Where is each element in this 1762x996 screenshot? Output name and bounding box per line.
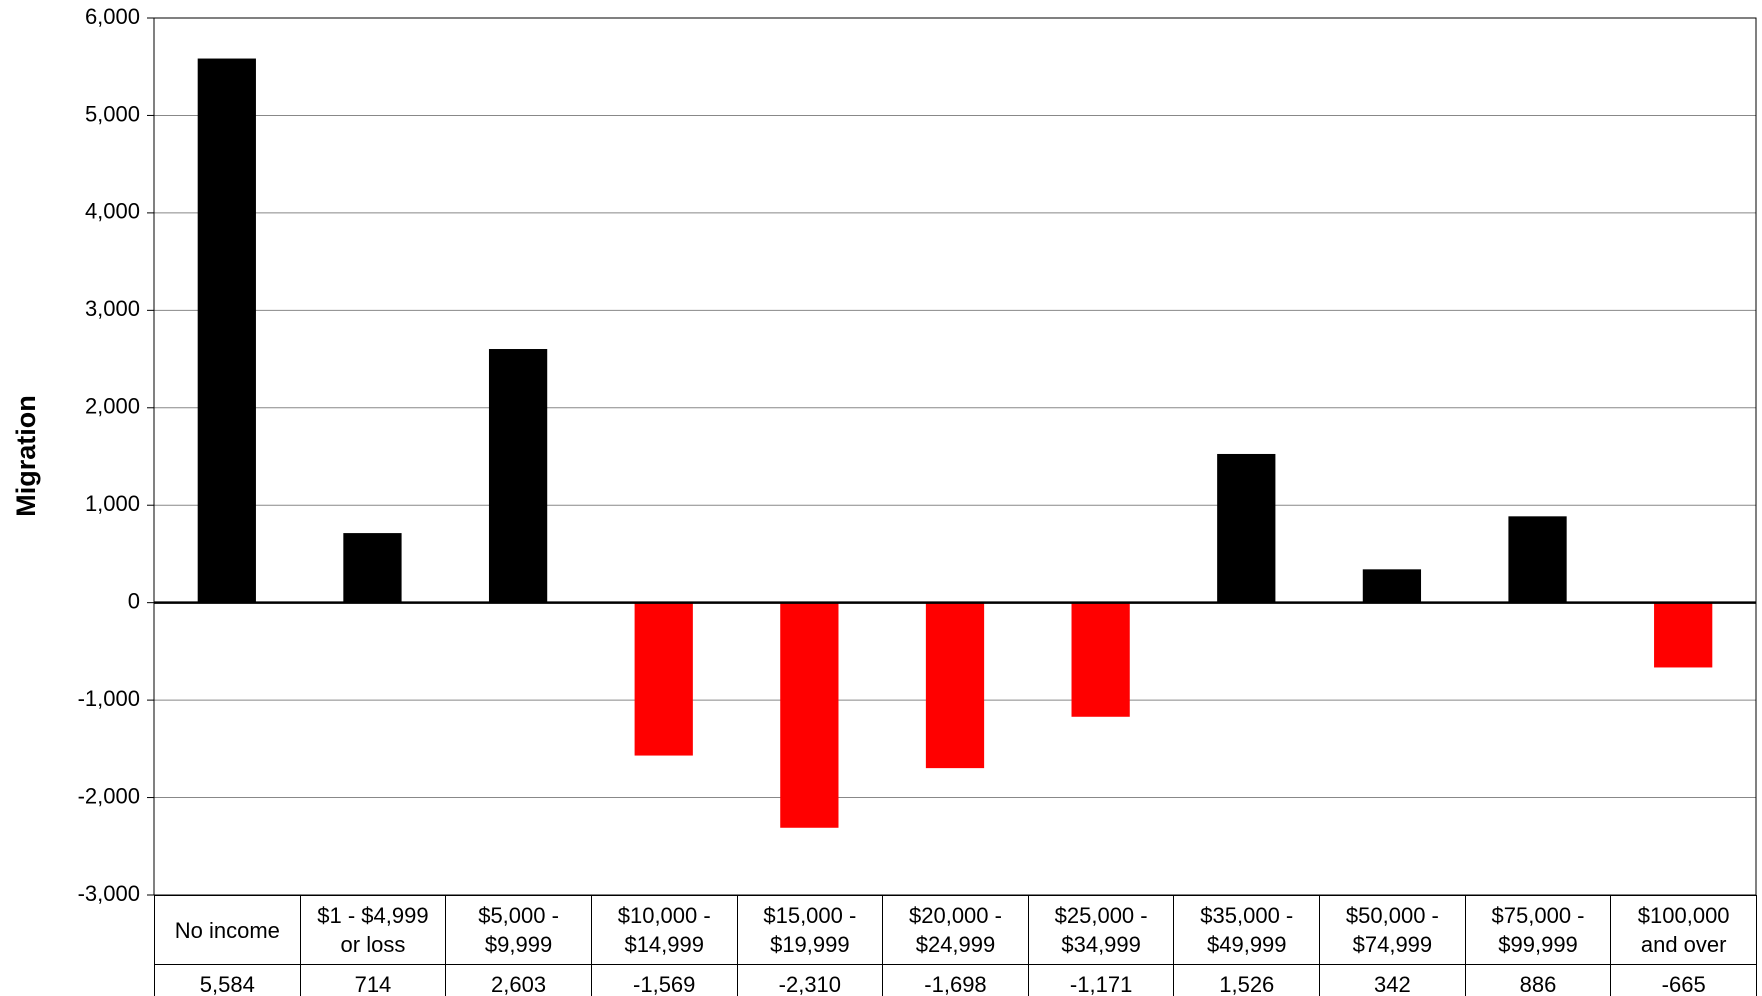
- value-cell: 886: [1464, 964, 1612, 996]
- bar: [1654, 602, 1713, 668]
- bar: [1508, 516, 1567, 603]
- y-tick-label: -3,000: [78, 881, 140, 906]
- value-cell: -665: [1610, 964, 1757, 996]
- value-cell: 1,526: [1173, 964, 1321, 996]
- value-cell: 5,584: [154, 964, 301, 996]
- value-cell: 2,603: [445, 964, 592, 996]
- value-cell: -1,569: [590, 964, 738, 996]
- category-cell: $15,000 - $19,999: [736, 895, 884, 965]
- y-tick-label: 2,000: [85, 394, 140, 419]
- category-cell: $25,000 - $34,999: [1027, 895, 1175, 965]
- bar: [197, 58, 256, 603]
- y-tick-label: -1,000: [78, 686, 140, 711]
- category-cell: $5,000 - $9,999: [445, 895, 592, 965]
- y-tick-label: 3,000: [85, 296, 140, 321]
- bar: [1071, 602, 1130, 717]
- category-cell: $100,000 and over: [1610, 895, 1757, 965]
- value-cell: -1,698: [882, 964, 1029, 996]
- y-tick-label: -2,000: [78, 783, 140, 808]
- category-cell: $10,000 - $14,999: [590, 895, 738, 965]
- bar: [925, 602, 985, 769]
- category-cell: $1 - $4,999 or loss: [299, 895, 447, 965]
- y-tick-label: 0: [128, 588, 140, 613]
- value-cell: -1,171: [1027, 964, 1175, 996]
- bar: [488, 349, 548, 603]
- bar: [343, 533, 402, 603]
- bar: [1217, 453, 1276, 603]
- bar: [780, 602, 839, 828]
- category-cell: No income: [154, 895, 301, 965]
- y-tick-label: 4,000: [85, 199, 140, 224]
- category-cell: $35,000 - $49,999: [1173, 895, 1321, 965]
- category-cell: $75,000 - $99,999: [1464, 895, 1612, 965]
- y-axis-label: Migration: [11, 395, 41, 517]
- value-cell: 342: [1319, 964, 1466, 996]
- value-cell: -2,310: [736, 964, 884, 996]
- bar: [634, 602, 693, 756]
- y-tick-label: 5,000: [85, 101, 140, 126]
- category-cell: $20,000 - $24,999: [882, 895, 1029, 965]
- y-tick-label: 6,000: [85, 4, 140, 29]
- value-cell: 714: [299, 964, 447, 996]
- category-cell: $50,000 - $74,999: [1319, 895, 1466, 965]
- bar: [1362, 569, 1422, 603]
- y-tick-label: 1,000: [85, 491, 140, 516]
